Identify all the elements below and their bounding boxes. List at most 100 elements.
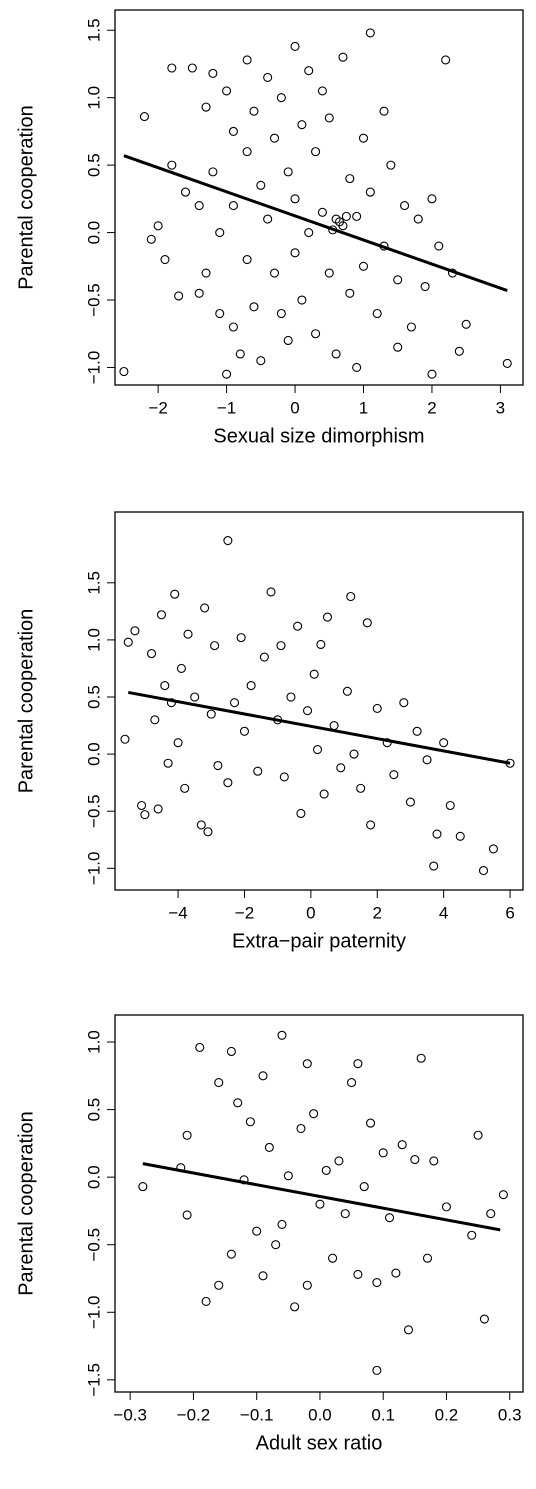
x-tick-label: −2 [235,903,254,922]
y-tick-label: 0.0 [84,742,103,766]
point [391,1268,401,1278]
point [167,160,177,170]
point [352,362,362,373]
point [130,626,140,636]
point [259,652,269,662]
point [214,1078,224,1088]
point [479,1314,489,1324]
y-tick-label: 1.0 [84,86,103,110]
point [166,698,176,708]
point [269,133,280,143]
point [340,1209,350,1219]
point [256,180,266,190]
point [249,302,259,312]
x-tick-label: 2 [427,398,436,417]
x-axis-label: Adult sex ratio [256,1432,383,1454]
point [365,28,375,38]
x-tick-label: 0.1 [371,1405,395,1424]
point [345,174,355,184]
x-tick-label: 2 [373,903,382,922]
point [139,112,149,122]
point [328,1253,338,1263]
point [120,734,130,744]
x-tick-label: 0.3 [498,1405,522,1424]
point [359,1182,369,1192]
point [324,113,334,123]
point [190,692,200,702]
point [210,641,220,651]
point [319,789,329,799]
point [119,366,129,377]
point [290,41,300,51]
point [461,319,471,329]
y-tick-label: 1.5 [84,18,103,42]
point [253,766,263,776]
point [222,369,232,379]
point [345,288,355,298]
y-tick-label: −1.5 [84,1363,103,1397]
point [258,1071,268,1081]
point [403,1325,414,1335]
point [283,167,293,177]
plot-frame [114,511,524,891]
point [228,126,238,136]
point [286,692,296,702]
point [439,738,449,748]
point [441,1202,452,1212]
point [201,1296,211,1307]
point [304,66,314,76]
point [352,211,362,221]
point [322,612,333,622]
x-tick-label: −0.2 [177,1405,211,1424]
point [167,63,177,73]
point [347,1078,357,1088]
point [413,214,423,224]
point [502,358,512,368]
x-tick-label: 0 [306,903,315,922]
point [384,1213,395,1223]
point [236,633,246,643]
y-axis-label: Parental cooperation [15,105,37,290]
point [473,1130,483,1140]
point [400,201,410,211]
point [304,228,314,238]
y-tick-label: 0.5 [84,1098,103,1122]
point [277,1219,287,1229]
point [478,866,489,876]
point [321,1165,331,1175]
point [276,641,286,651]
point [498,1190,508,1200]
x-tick-label: 4 [439,903,448,922]
y-tick-label: 0.0 [84,1165,103,1189]
point [194,288,204,298]
point [242,147,252,157]
point [455,831,465,841]
x-axis-label: Extra−pair paternity [232,930,406,952]
y-tick-label: 0.0 [84,221,103,245]
point [427,194,437,204]
point [263,214,273,224]
point [366,820,376,830]
point [379,106,389,116]
point [123,637,133,647]
point [427,369,437,379]
point [342,686,352,696]
y-tick-label: 0.5 [84,153,103,177]
point [206,709,216,719]
fit-line [142,1162,501,1232]
point [182,1210,192,1220]
x-tick-label: 3 [496,398,505,417]
plot-frame [114,1014,524,1393]
point [356,783,366,793]
point [228,201,238,211]
point [297,295,307,305]
point [235,349,245,359]
point [378,1148,388,1158]
point [302,706,313,716]
point [422,1253,433,1263]
point [410,1155,420,1165]
point [420,281,430,292]
point [194,201,204,211]
point [486,1209,496,1219]
point [334,217,345,227]
